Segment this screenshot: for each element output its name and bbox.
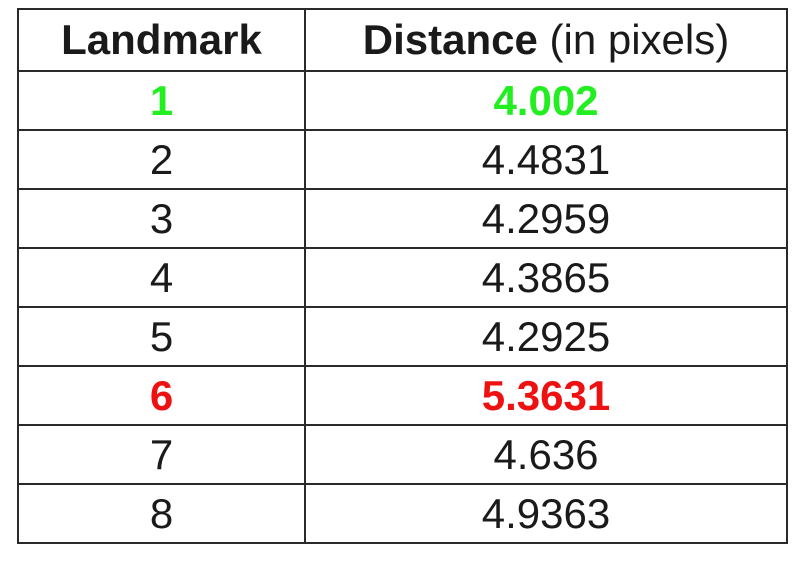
header-distance: Distance (in pixels) xyxy=(304,8,788,72)
distance-cell: 4.002 xyxy=(304,70,788,131)
landmark-cell: 3 xyxy=(17,188,306,249)
distance-cell: 5.3631 xyxy=(304,365,788,426)
landmark-cell: 2 xyxy=(17,129,306,190)
header-distance-unit: (in pixels) xyxy=(549,16,730,63)
landmark-cell: 8 xyxy=(17,483,306,544)
distance-cell: 4.9363 xyxy=(304,483,788,544)
table-row: 6 5.3631 xyxy=(17,365,788,426)
landmark-distance-table: Landmark Distance (in pixels) 1 4.002 2 … xyxy=(17,8,788,544)
distance-cell: 4.2925 xyxy=(304,306,788,367)
header-landmark: Landmark xyxy=(17,8,306,72)
header-row: Landmark Distance (in pixels) xyxy=(17,8,788,72)
table-row: 4 4.3865 xyxy=(17,247,788,308)
landmark-cell: 1 xyxy=(17,70,306,131)
landmark-cell: 6 xyxy=(17,365,306,426)
table-row: 2 4.4831 xyxy=(17,129,788,190)
distance-cell: 4.3865 xyxy=(304,247,788,308)
table-row: 1 4.002 xyxy=(17,70,788,131)
table-row: 5 4.2925 xyxy=(17,306,788,367)
distance-cell: 4.2959 xyxy=(304,188,788,249)
table-row: 8 4.9363 xyxy=(17,483,788,544)
landmark-cell: 5 xyxy=(17,306,306,367)
table-row: 7 4.636 xyxy=(17,424,788,485)
landmark-cell: 4 xyxy=(17,247,306,308)
distance-cell: 4.636 xyxy=(304,424,788,485)
landmark-cell: 7 xyxy=(17,424,306,485)
distance-cell: 4.4831 xyxy=(304,129,788,190)
table-row: 3 4.2959 xyxy=(17,188,788,249)
header-distance-label: Distance xyxy=(362,16,538,63)
